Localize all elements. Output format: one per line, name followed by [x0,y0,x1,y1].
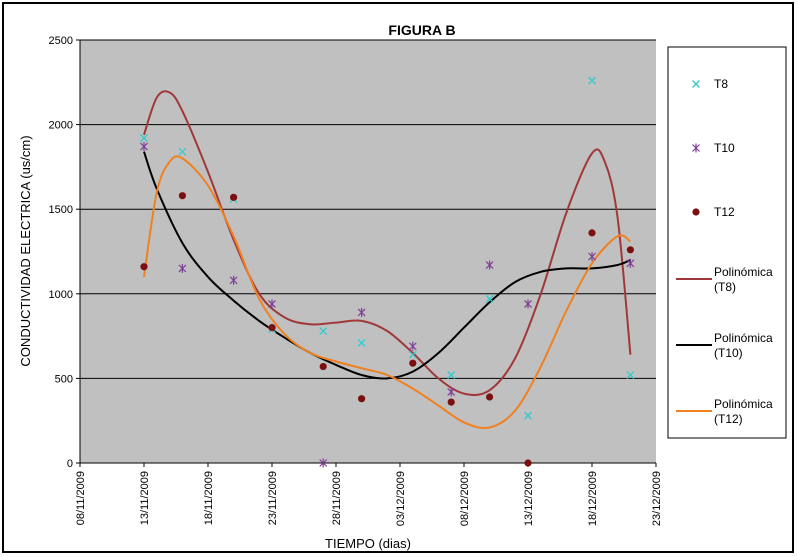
x-tick-label: 13/11/2009 [139,471,151,525]
legend-label-line2: (T12) [714,412,743,426]
y-tick-label: 0 [67,458,73,470]
y-tick-label: 2500 [49,35,73,47]
point-series-2-7 [447,398,455,406]
point-series-0-5 [357,338,366,347]
point-series-0-8 [485,294,494,303]
legend-item-1: T10 [692,141,735,155]
chart-title: FIGURA B [388,22,455,38]
marker-stroke [140,134,148,143]
point-series-2-9 [524,459,532,467]
x-axis-label: TIEMPO (dias) [325,536,411,551]
y-axis-label: CONDUCTIVIDAD ELECTRICA (us/cm) [18,135,33,366]
point-series-1-7 [447,387,456,397]
point-series-1-8 [485,260,494,270]
data-markers [140,76,635,468]
point-series-1-9 [524,299,532,309]
trendline-series-4 [143,151,631,380]
legend-label: T12 [714,205,735,219]
legend-label-line2: (T10) [714,346,743,360]
point-series-0-0 [140,134,148,143]
point-series-2-3 [268,324,276,332]
marker-stroke [408,350,417,359]
legend-box [667,46,787,439]
trendlines [143,90,632,430]
legend-item-2: T12 [692,205,735,219]
point-series-0-10 [588,76,596,85]
point-series-2-8 [486,393,494,401]
axes: 0 500 1000 1500 2000 2500 08/11/2009 13/11/2009… [49,35,663,526]
point-series-2-2 [230,193,238,201]
plot-area [80,40,656,463]
legend: T8T10T12Polinómica(T8)Polinómica(T10)Pol… [667,46,787,439]
point-series-1-11 [626,258,635,268]
legend-item-5: Polinómica(T12) [676,397,773,426]
point-series-1-10 [588,252,596,262]
point-series-2-10 [588,229,596,237]
marker-stroke [357,338,366,347]
point-series-2-6 [409,359,417,367]
marker-stroke [524,411,532,420]
x-tick-label: 23/11/2009 [267,471,279,525]
point-series-2-1 [178,192,186,200]
y-tick-label: 2000 [49,120,73,132]
x-tick-label: 23/12/2009 [651,471,663,526]
point-series-1-2 [229,275,238,285]
point-series-2-4 [319,362,327,371]
legend-label-line1: Polinómica [714,331,773,345]
marker-stroke [447,371,456,379]
marker-stroke [178,147,187,156]
point-series-1-3 [268,299,276,309]
marker-stroke [626,371,635,379]
legend-label-line1: Polinómica [714,397,773,411]
x-tick-label: 13/12/2009 [523,471,535,526]
point-series-0-11 [626,371,635,379]
x-tick-label: 08/11/2009 [75,471,87,525]
trendline-series-3 [143,90,632,396]
legend-label-line2: (T8) [714,280,736,294]
point-series-0-1 [178,147,187,156]
point-series-1-0 [140,142,148,152]
point-series-0-7 [447,371,456,379]
marker-stroke [485,294,494,303]
legend-label-line1: Polinómica [714,265,773,279]
point-series-1-4 [319,458,328,468]
point-series-2-11 [626,246,635,254]
point-series-2-0 [140,263,148,271]
point-series-0-6 [408,350,417,359]
legend-label: T8 [714,77,728,91]
y-tick-label: 1000 [49,289,73,301]
marker-stroke [319,327,328,335]
gridlines [80,39,656,379]
legend-marker [692,143,700,153]
point-series-1-1 [178,263,187,273]
legend-item-3: Polinómica(T8) [676,265,773,294]
x-tick-label: 18/11/2009 [203,471,215,525]
marker-stroke [692,80,700,88]
legend-marker [692,208,700,216]
legend-marker [692,80,700,88]
trendline-series-5 [143,155,631,430]
x-tick-label: 28/11/2009 [331,471,343,525]
point-series-1-5 [357,307,366,317]
point-series-2-5 [358,395,366,403]
legend-label: T10 [714,141,735,155]
x-tick-label: 08/12/2009 [459,471,471,526]
point-series-0-4 [319,327,328,335]
point-series-0-9 [524,411,532,420]
point-series-1-6 [408,341,417,351]
y-tick-label: 1500 [49,204,73,216]
y-tick-label: 500 [55,373,73,385]
x-tick-label: 18/12/2009 [587,471,599,526]
x-tick-label: 03/12/2009 [395,471,407,526]
marker-stroke [588,76,596,85]
legend-item-4: Polinómica(T10) [676,331,773,360]
legend-item-0: T8 [692,77,728,91]
